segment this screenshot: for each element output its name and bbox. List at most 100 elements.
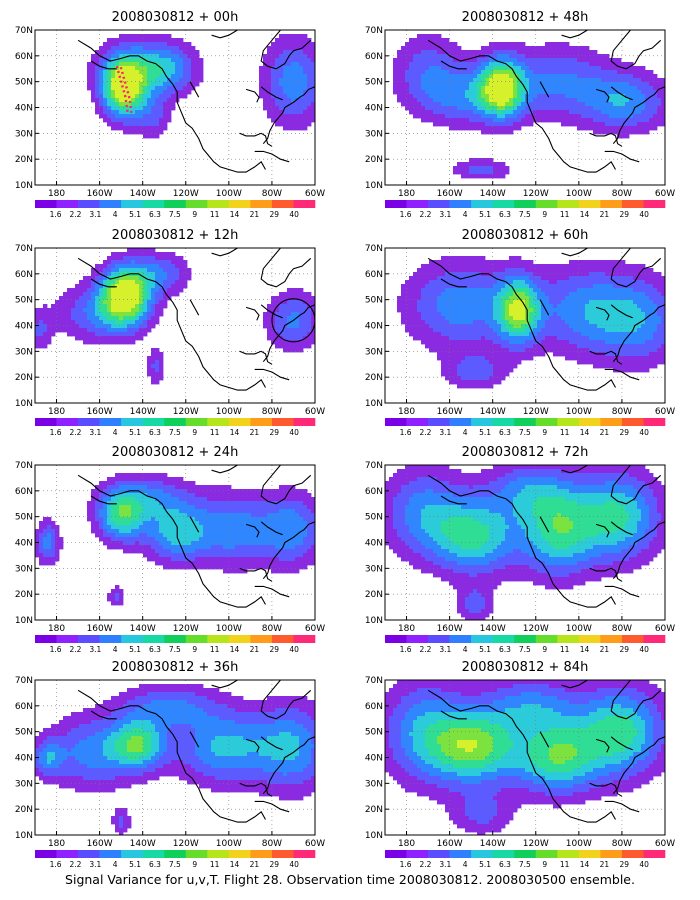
field-cell <box>465 162 470 167</box>
field-cell <box>311 58 315 63</box>
field-cell <box>497 280 502 285</box>
field-cell <box>307 336 312 341</box>
field-cell <box>649 292 654 297</box>
field-cell <box>597 70 602 75</box>
field-cell <box>617 78 622 83</box>
field-cell <box>307 292 312 297</box>
field-cell <box>497 304 502 309</box>
field-cell <box>509 320 514 325</box>
field-cell <box>457 106 462 111</box>
field-cell <box>513 86 518 91</box>
field-cell <box>107 296 112 301</box>
field-cell <box>135 102 140 107</box>
field-cell <box>557 50 562 55</box>
field-cell <box>167 34 172 39</box>
field-cell <box>87 336 92 341</box>
field-cell <box>505 324 510 329</box>
field-cell <box>191 66 196 71</box>
field-cell <box>653 308 658 313</box>
field-cell <box>661 110 665 115</box>
field-cell <box>581 118 586 123</box>
field-cell <box>131 70 136 75</box>
field-cell <box>565 82 570 87</box>
field-cell <box>485 82 490 87</box>
field-cell <box>589 86 594 91</box>
field-cell <box>553 300 558 305</box>
field-cell <box>473 114 478 119</box>
field-cell <box>533 90 538 95</box>
field-cell <box>91 276 96 281</box>
field-cell <box>107 46 112 51</box>
field-cell <box>569 114 574 119</box>
field-cell <box>131 248 136 253</box>
field-cell <box>307 344 312 349</box>
field-cell <box>441 264 446 269</box>
field-cell <box>115 58 120 63</box>
field-cell <box>267 110 272 115</box>
field-cell <box>481 364 486 369</box>
field-cell <box>613 268 618 273</box>
field-cell <box>413 82 418 87</box>
field-cell <box>513 316 518 321</box>
field-cell <box>453 74 458 79</box>
field-cell <box>593 356 598 361</box>
field-cell <box>661 98 665 103</box>
colorbar-swatch <box>492 200 515 208</box>
field-cell <box>597 58 602 63</box>
field-cell <box>493 74 498 79</box>
field-cell <box>481 316 486 321</box>
field-cell <box>565 292 570 297</box>
field-cell <box>577 268 582 273</box>
field-cell <box>35 308 40 313</box>
field-cell <box>493 288 498 293</box>
field-cell <box>405 280 410 285</box>
field-cell <box>409 304 414 309</box>
field-cell <box>605 292 610 297</box>
field-cell <box>135 268 140 273</box>
field-cell <box>167 276 172 281</box>
field-cell <box>485 364 490 369</box>
field-cell <box>645 114 650 119</box>
field-cell <box>501 320 506 325</box>
field-cell <box>573 94 578 99</box>
field-cell <box>533 284 538 289</box>
field-cell <box>151 248 156 253</box>
field-cell <box>593 332 598 337</box>
field-cell <box>83 288 88 293</box>
field-cell <box>549 78 554 83</box>
field-cell <box>609 74 614 79</box>
field-cell <box>95 276 100 281</box>
field-cell <box>561 320 566 325</box>
field-cell <box>107 260 112 265</box>
field-cell <box>497 82 502 87</box>
field-cell <box>553 98 558 103</box>
field-cell <box>593 360 598 365</box>
field-cell <box>565 42 570 47</box>
field-cell <box>625 340 630 345</box>
field-cell <box>445 272 450 277</box>
field-cell <box>139 260 144 265</box>
field-cell <box>601 336 606 341</box>
field-cell <box>469 320 474 325</box>
field-cell <box>143 46 148 51</box>
field-cell <box>103 102 108 107</box>
field-cell <box>429 348 434 353</box>
field-cell <box>199 78 204 83</box>
field-cell <box>311 114 315 119</box>
field-cell <box>573 308 578 313</box>
field-cell <box>283 328 288 333</box>
field-cell <box>629 296 634 301</box>
field-cell <box>633 66 638 71</box>
field-cell <box>127 332 132 337</box>
field-cell <box>441 316 446 321</box>
field-cell <box>585 348 590 353</box>
field-cell <box>549 272 554 277</box>
field-cell <box>505 82 510 87</box>
field-cell <box>489 336 494 341</box>
field-cell <box>445 102 450 107</box>
field-cell <box>39 316 44 321</box>
field-cell <box>561 54 566 59</box>
field-cell <box>119 114 124 119</box>
field-cell <box>557 320 562 325</box>
field-cell <box>103 94 108 99</box>
